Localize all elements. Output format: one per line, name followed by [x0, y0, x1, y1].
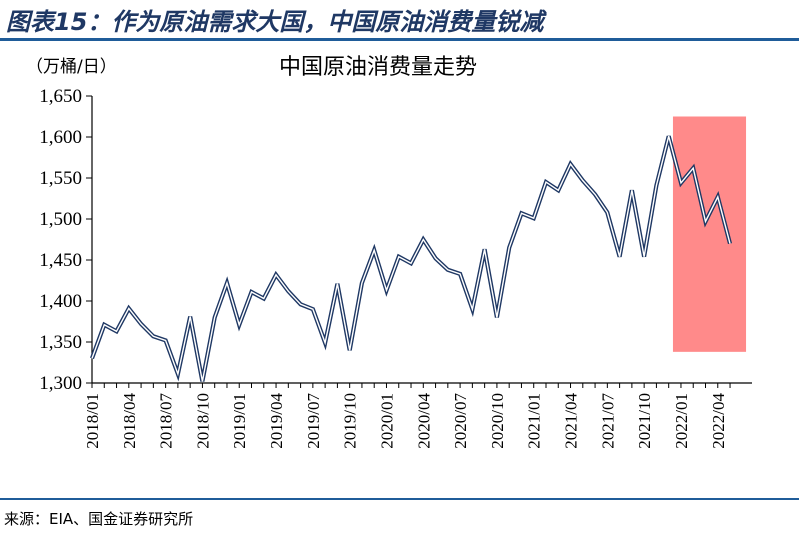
x-axis-ticks: 2018/01 2018/04 2018/07 2018/10 2019/01 2019/…: [83, 383, 731, 449]
x-tick-label: 2020/10: [488, 393, 507, 449]
title-divider: [0, 38, 799, 41]
chart-title: 中国原油消费量走势: [279, 55, 477, 80]
x-tick-label: 2020/07: [451, 393, 470, 449]
x-tick-label: 2019/07: [304, 393, 323, 449]
series-layer: [90, 135, 733, 382]
highlight-layer: [672, 116, 747, 352]
x-tick-label: 2018/04: [120, 393, 139, 449]
y-tick-label: 1,450: [39, 250, 82, 271]
x-tick-label: 2021/10: [635, 393, 654, 449]
y-axis-unit-label: （万桶/日）: [26, 57, 117, 77]
highlight-box: [672, 116, 747, 352]
figure-title: 图表15：作为原油需求大国，中国原油消费量锐减: [6, 8, 544, 36]
x-tick-label: 2018/07: [157, 393, 176, 449]
x-tick-label: 2019/04: [267, 393, 286, 449]
footer-divider: [0, 498, 799, 500]
source-note: 来源：EIA、国金证券研究所: [4, 510, 194, 528]
y-tick-label: 1,350: [39, 332, 82, 353]
x-tick-label: 2021/04: [562, 393, 581, 449]
x-tick-label: 2019/01: [230, 393, 249, 449]
x-tick-label: 2020/01: [377, 393, 396, 449]
y-tick-label: 1,550: [39, 168, 82, 189]
x-tick-label: 2022/04: [709, 393, 728, 449]
y-tick-label: 1,400: [39, 291, 82, 312]
x-tick-label: 2019/10: [341, 393, 360, 449]
y-tick-label: 1,300: [39, 373, 82, 394]
series-line-outline: [90, 135, 733, 382]
y-axis-ticks: 1,300 1,350 1,400 1,450 1,500 1,550 1,600 1,650: [39, 86, 92, 394]
y-tick-label: 1,500: [39, 209, 82, 230]
y-tick-label: 1,650: [39, 86, 82, 107]
series-line-core: [91, 136, 731, 382]
x-tick-label: 2020/04: [414, 393, 433, 449]
x-tick-label: 2022/01: [672, 393, 691, 449]
x-tick-label: 2021/01: [525, 393, 544, 449]
x-tick-label: 2018/01: [83, 393, 102, 449]
x-tick-label: 2021/07: [598, 393, 617, 449]
y-tick-label: 1,600: [39, 127, 82, 148]
x-tick-label: 2018/10: [193, 393, 212, 449]
